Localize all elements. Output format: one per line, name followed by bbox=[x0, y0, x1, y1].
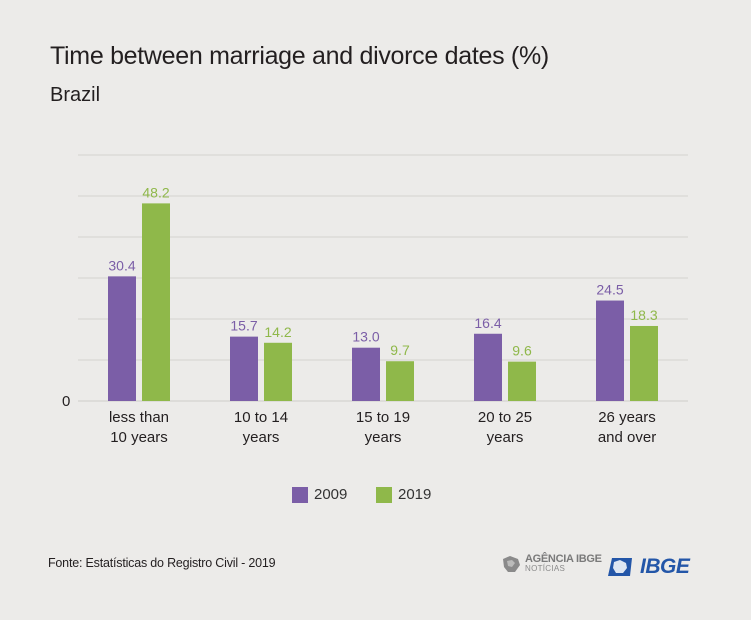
bar-2019-2 bbox=[386, 361, 414, 401]
ibge-wordmark: IBGE bbox=[640, 555, 690, 578]
category-label-4: and over bbox=[598, 429, 656, 446]
bar-2019-4 bbox=[630, 325, 658, 401]
legend-item-2009: 2009 bbox=[292, 486, 347, 503]
data-label-2019-3: 9.6 bbox=[512, 343, 532, 359]
chart-subtitle: Brazil bbox=[50, 84, 101, 106]
data-label-2019-0: 48.2 bbox=[142, 184, 169, 200]
category-label-2: 15 to 19 bbox=[356, 409, 410, 426]
category-label-0: less than bbox=[109, 409, 169, 426]
chart-legend: 2009 2019 bbox=[0, 486, 751, 506]
data-label-2019-2: 9.7 bbox=[390, 342, 410, 358]
agencia-line2: NOTÍCIAS bbox=[525, 564, 566, 573]
chart-title: Time between marriage and divorce dates … bbox=[50, 42, 549, 70]
ibge-logo: IBGE bbox=[606, 555, 690, 579]
legend-item-2019: 2019 bbox=[376, 486, 431, 503]
data-label-2009-4: 24.5 bbox=[596, 282, 623, 298]
category-label-0: 10 years bbox=[110, 429, 168, 446]
data-label-2009-3: 16.4 bbox=[474, 315, 501, 331]
agencia-ibge-logo: AGÊNCIA IBGE NOTÍCIAS bbox=[500, 553, 602, 575]
bar-2019-3 bbox=[508, 361, 536, 401]
data-label-2009-1: 15.7 bbox=[230, 318, 257, 334]
category-label-4: 26 years bbox=[598, 409, 656, 426]
source-note: Fonte: Estatísticas do Registro Civil - … bbox=[48, 556, 276, 570]
bar-2019-0 bbox=[142, 203, 170, 401]
agencia-map-icon bbox=[503, 556, 520, 572]
data-label-2009-2: 13.0 bbox=[352, 329, 379, 345]
bar-2009-1 bbox=[230, 336, 258, 401]
data-label-2019-1: 14.2 bbox=[264, 324, 291, 340]
category-label-1: 10 to 14 bbox=[234, 409, 288, 426]
ibge-emblem-icon bbox=[608, 558, 632, 576]
bar-2009-2 bbox=[352, 347, 380, 401]
category-label-1: years bbox=[243, 429, 280, 446]
legend-swatch-2019 bbox=[376, 486, 392, 503]
bar-2019-1 bbox=[264, 342, 292, 401]
legend-label-2009: 2009 bbox=[314, 486, 348, 503]
bar-chart: 0 30.4 48.2 less than 10 years 15.7 14.2 10 to … bbox=[62, 154, 688, 446]
category-label-2: years bbox=[365, 429, 402, 446]
y-axis-zero-label: 0 bbox=[62, 393, 70, 410]
legend-swatch-2009 bbox=[292, 486, 308, 503]
agencia-line1: AGÊNCIA IBGE bbox=[525, 553, 602, 565]
category-label-3: years bbox=[487, 429, 524, 446]
data-label-2019-4: 18.3 bbox=[630, 307, 657, 323]
data-label-2009-0: 30.4 bbox=[108, 257, 135, 273]
legend-label-2019: 2019 bbox=[398, 486, 432, 503]
category-label-3: 20 to 25 bbox=[478, 409, 532, 426]
bar-2009-0 bbox=[108, 276, 136, 401]
bar-2009-3 bbox=[474, 333, 502, 401]
bar-2009-4 bbox=[596, 300, 624, 401]
